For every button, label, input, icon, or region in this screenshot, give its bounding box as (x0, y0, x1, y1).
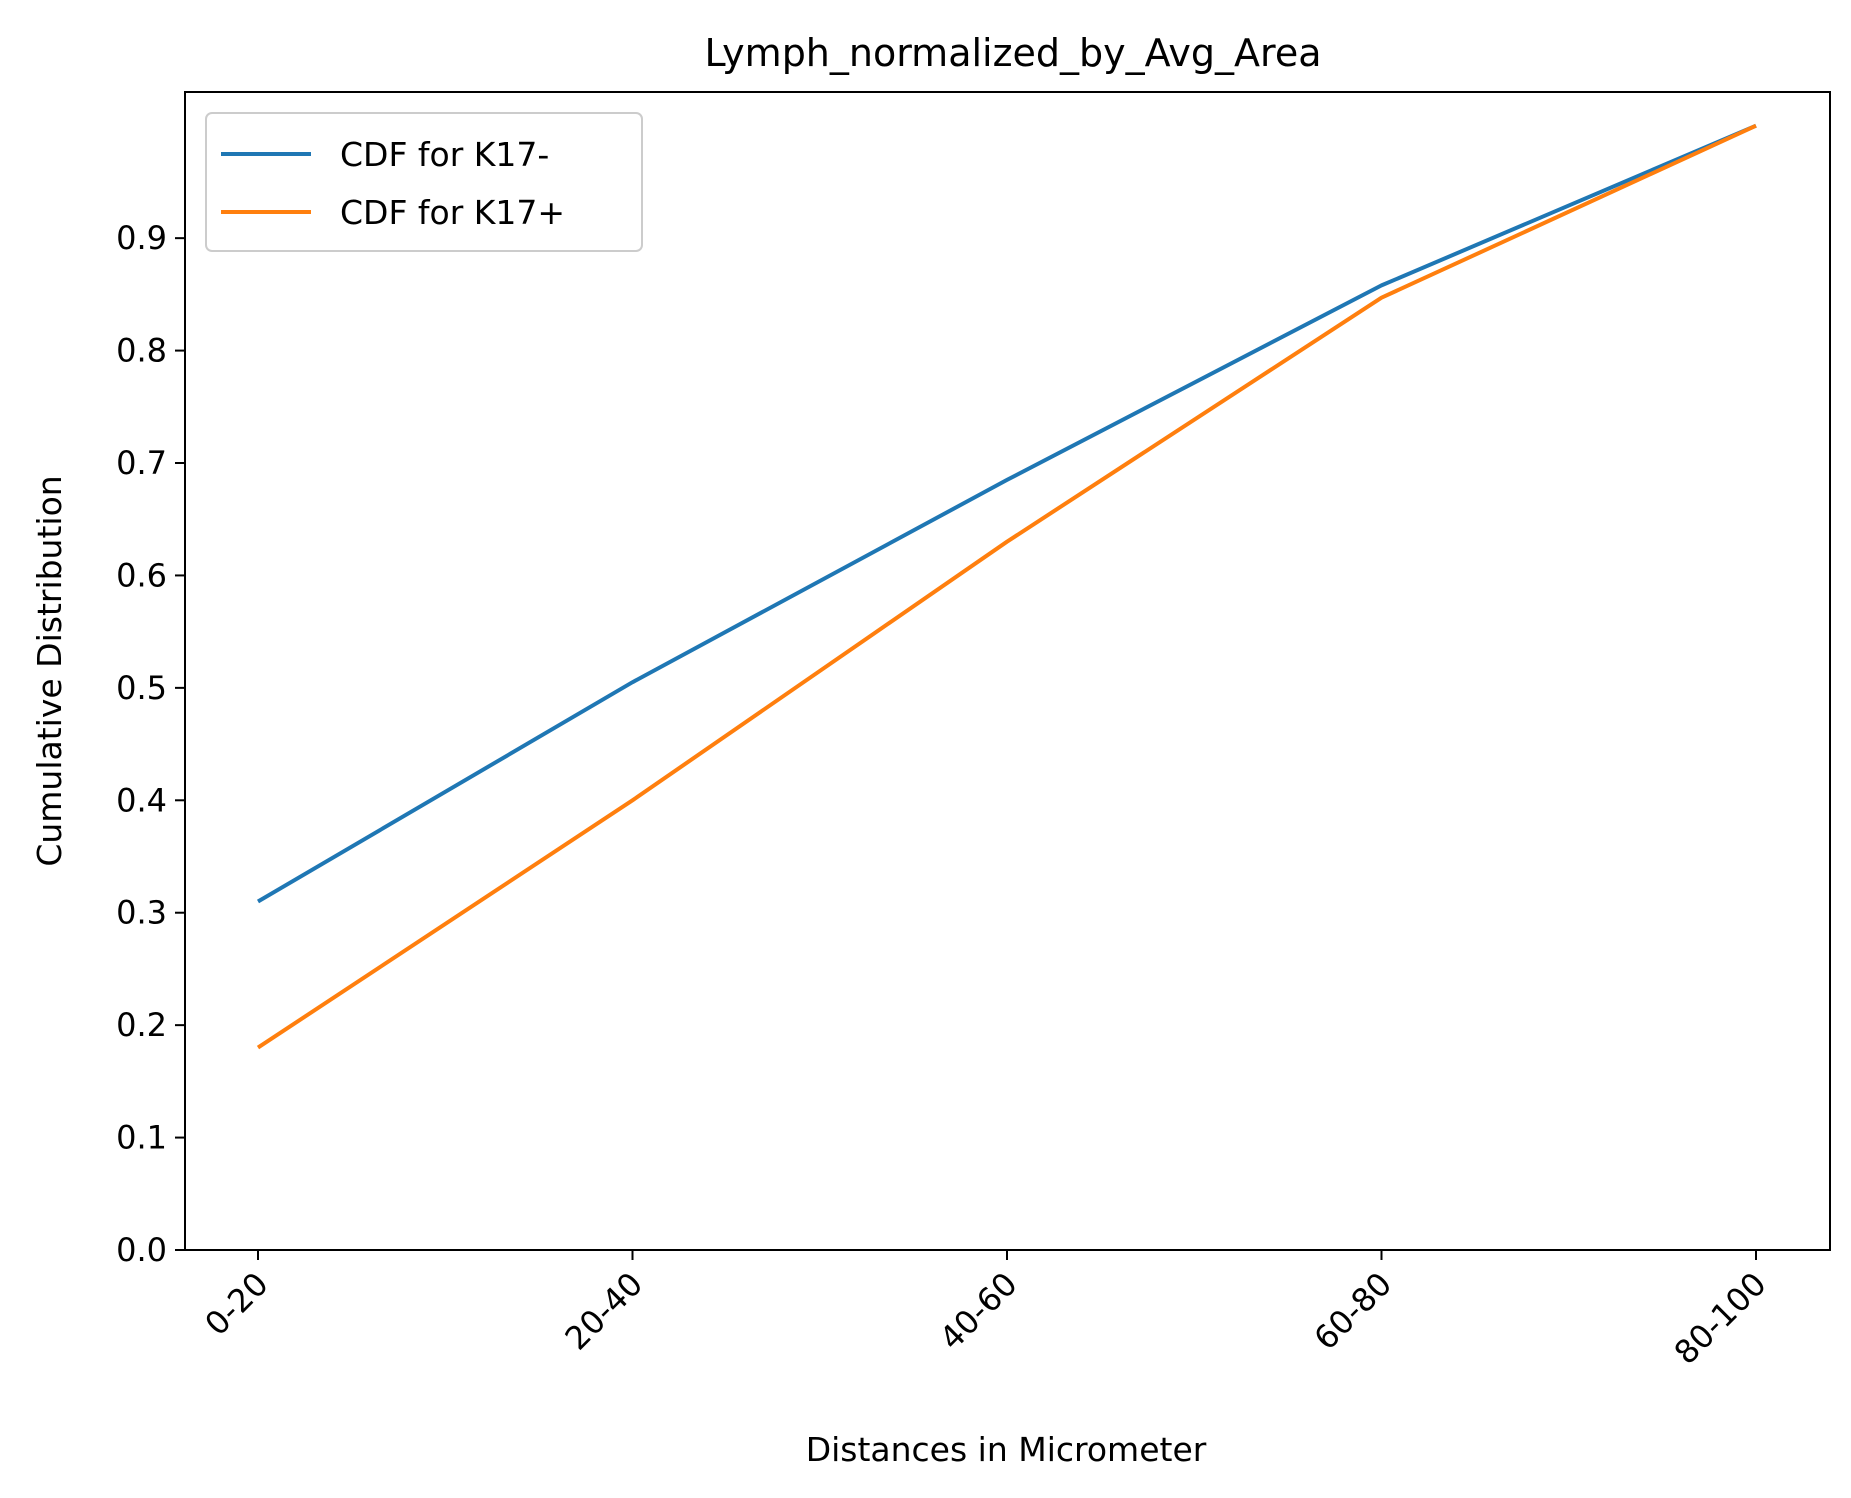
y-axis-label: Cumulative Distribution (30, 475, 69, 866)
legend: CDF for K17- CDF for K17+ (205, 112, 643, 252)
y-tick-label: 0.5 (116, 669, 167, 707)
x-axis-label: Distances in Micrometer (806, 1430, 1207, 1469)
legend-label: CDF for K17+ (340, 193, 565, 232)
legend-frame (205, 112, 643, 252)
y-tick-label: 0.6 (116, 556, 167, 594)
y-tick-label: 0.4 (116, 781, 167, 819)
chart-title: Lymph_normalized_by_Avg_Area (705, 31, 1322, 75)
y-tick-label: 0.2 (116, 1006, 167, 1044)
y-tick-label: 0.3 (116, 894, 167, 932)
series-layer (256, 123, 1757, 1050)
legend-label: CDF for K17- (340, 135, 549, 174)
y-tick-label: 0.8 (116, 332, 167, 370)
y-tick-label: 0.9 (116, 219, 167, 257)
y-axis: 0.0 0.1 0.2 0.3 0.4 0.5 0.6 0.7 0.8 0.9 (116, 219, 185, 1269)
y-tick-label: 0.1 (116, 1119, 167, 1157)
y-tick-label: 0.0 (116, 1231, 167, 1269)
series-line-k17-negative (256, 123, 1757, 904)
y-tick-label: 0.7 (116, 444, 167, 482)
